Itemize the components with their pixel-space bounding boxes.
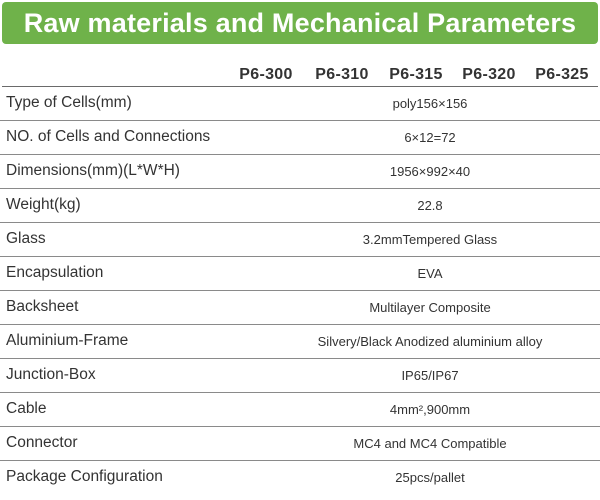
table-row: Glass 3.2mmTempered Glass (0, 223, 600, 257)
table-row: Encapsulation EVA (0, 257, 600, 291)
parameter-label: Aluminium-Frame (6, 332, 129, 349)
parameter-value: MC4 and MC4 Compatible (353, 436, 507, 451)
parameter-label: Connector (6, 434, 78, 451)
table-row: Weight(kg) 22.8 (0, 189, 600, 223)
parameter-value: 4mm²,900mm (389, 402, 471, 417)
title-banner: Raw materials and Mechanical Parameters (2, 2, 598, 44)
parameter-value: 22.8 (417, 198, 443, 213)
parameter-label: Dimensions(mm)(L*W*H) (6, 162, 180, 179)
parameter-value: 6×12=72 (404, 130, 456, 145)
model-header: P6-325 (535, 66, 589, 83)
parameter-label: Backsheet (6, 298, 79, 315)
parameter-table: Type of Cells(mm) poly156×156 NO. of Cel… (0, 87, 600, 495)
table-row: Type of Cells(mm) poly156×156 (0, 87, 600, 121)
model-header: P6-300 (239, 66, 293, 83)
table-row: Backsheet Multilayer Composite (0, 291, 600, 325)
table-row: Package Configuration 25pcs/pallet (0, 461, 600, 495)
model-header: P6-320 (462, 66, 516, 83)
table-row: Aluminium-Frame Silvery/Black Anodized a… (0, 325, 600, 359)
table-row: Connector MC4 and MC4 Compatible (0, 427, 600, 461)
parameter-label: Weight(kg) (6, 196, 81, 213)
parameter-value: poly156×156 (392, 96, 468, 111)
parameter-label: NO. of Cells and Connections (6, 128, 211, 145)
table-row: Junction-Box IP65/IP67 (0, 359, 600, 393)
parameter-value: 25pcs/pallet (395, 470, 465, 485)
parameter-value: Multilayer Composite (369, 300, 491, 315)
parameter-label: Glass (6, 230, 46, 247)
page-title: Raw materials and Mechanical Parameters (23, 7, 577, 38)
model-header: P6-315 (389, 66, 443, 83)
parameter-value: EVA (417, 266, 443, 281)
parameter-label: Package Configuration (6, 468, 163, 485)
parameter-value: 3.2mmTempered Glass (362, 232, 498, 247)
parameter-value: IP65/IP67 (401, 368, 459, 383)
parameter-label: Cable (6, 400, 47, 417)
model-header-row: P6-300 P6-310 P6-315 P6-320 P6-325 (0, 66, 600, 86)
parameter-label: Encapsulation (6, 264, 104, 281)
table-row: Cable 4mm²,900mm (0, 393, 600, 427)
parameter-label: Junction-Box (6, 366, 96, 383)
parameter-label: Type of Cells(mm) (6, 94, 132, 111)
parameter-value: Silvery/Black Anodized aluminium alloy (317, 334, 543, 349)
table-row: NO. of Cells and Connections 6×12=72 (0, 121, 600, 155)
table-row: Dimensions(mm)(L*W*H) 1956×992×40 (0, 155, 600, 189)
model-header: P6-310 (315, 66, 369, 83)
parameter-value: 1956×992×40 (389, 164, 471, 179)
header-divider (2, 86, 598, 87)
